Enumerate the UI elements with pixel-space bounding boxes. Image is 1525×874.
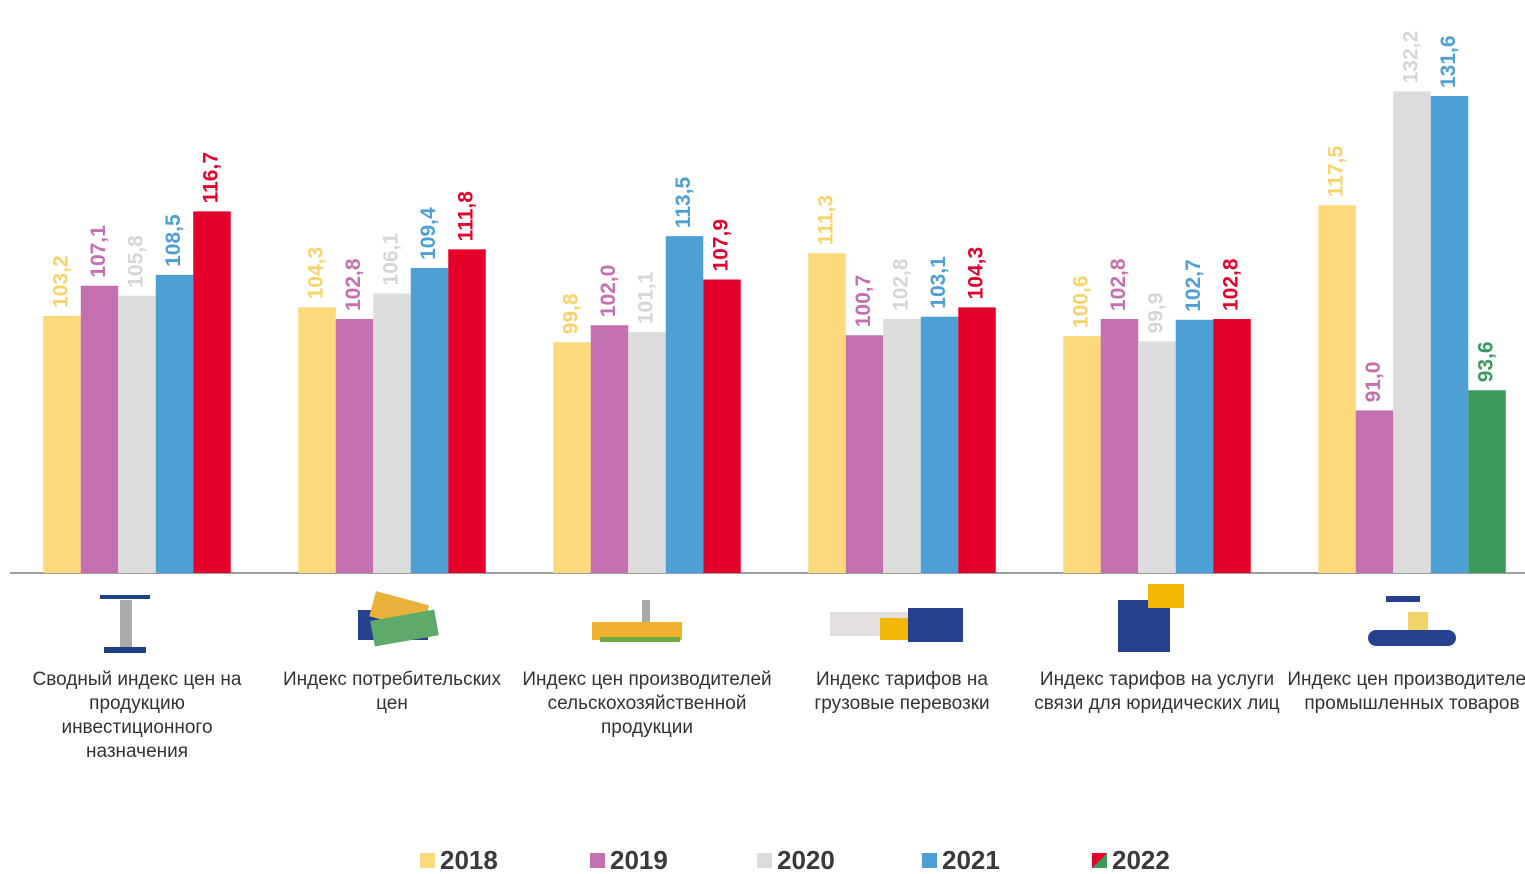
legend-swatch: [1092, 853, 1107, 868]
bar: [1468, 390, 1506, 573]
x-tick-label: Индекс цен производителей сельскохозяйст…: [522, 669, 772, 738]
legend-swatch: [590, 853, 605, 868]
x-tick-label: Индекс потребительских цен: [283, 669, 501, 714]
bar: [410, 267, 449, 573]
value-label: 107,9: [710, 219, 733, 272]
value-label: 102,8: [890, 258, 913, 311]
bar: [335, 319, 374, 573]
value-label: 107,1: [87, 225, 110, 278]
bar: [448, 249, 486, 573]
bar: [193, 211, 231, 573]
legend-item: 2020: [757, 845, 835, 874]
icon-tags: [358, 591, 439, 647]
legend-swatch: [420, 853, 435, 868]
value-label: 102,8: [342, 258, 365, 311]
bar: [703, 279, 741, 573]
bar: [118, 295, 156, 573]
value-label: 100,7: [852, 275, 875, 328]
value-label: 91,0: [1362, 362, 1385, 403]
icon-ship-truck: [830, 608, 963, 642]
legend-label: 2022: [1112, 845, 1170, 874]
bar: [628, 332, 666, 573]
bar: [590, 325, 629, 573]
bar: [155, 274, 194, 573]
legend-item: 2019: [590, 845, 668, 874]
legend-label: 2018: [440, 845, 498, 874]
bar: [43, 315, 81, 573]
value-label: 131,6: [1437, 35, 1460, 88]
bar: [1430, 96, 1469, 574]
bar: [883, 319, 921, 573]
x-tick-label: Индекс тарифов на грузовые перевозки: [814, 669, 990, 714]
value-label: 99,9: [1145, 293, 1168, 334]
value-label: 99,8: [560, 293, 583, 334]
value-label: 102,8: [1220, 258, 1243, 311]
x-tick-label: Сводный индекс цен на продукцию инвестиц…: [32, 669, 242, 762]
value-label: 132,2: [1400, 31, 1423, 84]
value-label: 116,7: [200, 152, 223, 203]
value-label: 102,0: [597, 265, 620, 318]
x-tick-label: Индекс цен производителей промышленных т…: [1287, 669, 1525, 714]
bar: [1355, 410, 1394, 573]
legend-item: 2021: [922, 845, 1000, 874]
value-label: 100,6: [1070, 275, 1093, 328]
value-label: 111,3: [815, 195, 838, 245]
x-tick-label: Индекс тарифов на услуги связи для юриди…: [1034, 669, 1280, 714]
value-label: 104,3: [965, 247, 988, 300]
bar: [80, 285, 119, 573]
value-label: 117,5: [1325, 145, 1348, 197]
bar: [845, 335, 884, 573]
legend-swatch: [922, 853, 937, 868]
value-label: 93,6: [1475, 341, 1498, 382]
bar: [1138, 341, 1176, 573]
icon-conveyor: [1368, 596, 1456, 646]
bar: [665, 236, 704, 573]
bar: [1100, 319, 1139, 573]
value-label: 103,1: [927, 256, 950, 309]
icon-crane: [100, 595, 150, 653]
bar: [1318, 205, 1356, 573]
value-label: 102,8: [1107, 258, 1130, 311]
legend-label: 2020: [777, 845, 835, 874]
bar: [1175, 319, 1214, 573]
legend-label: 2019: [610, 845, 668, 874]
bar: [1213, 319, 1251, 573]
bar: [958, 307, 996, 573]
icon-phone: [1118, 584, 1184, 652]
value-label: 111,8: [455, 191, 478, 242]
value-label: 113,5: [672, 176, 695, 228]
value-label: 102,7: [1182, 259, 1205, 312]
legend-item: 2018: [420, 845, 498, 874]
bar: [1393, 91, 1431, 573]
bar: [920, 316, 959, 573]
bar: [373, 293, 411, 573]
value-label: 104,3: [305, 247, 328, 300]
bar: [808, 253, 846, 574]
legend-swatch: [757, 853, 772, 868]
value-label: 101,1: [635, 271, 658, 324]
bar: [1063, 336, 1101, 573]
legend-label: 2021: [942, 845, 1000, 874]
value-label: 108,5: [162, 214, 185, 267]
bar: [298, 307, 336, 573]
value-label: 106,1: [380, 233, 403, 286]
value-label: 105,8: [125, 235, 148, 288]
icon-farm: [592, 600, 682, 642]
legend-item: 2022: [1092, 845, 1170, 874]
bar: [553, 342, 591, 573]
value-label: 109,4: [417, 207, 440, 260]
value-label: 103,2: [50, 255, 73, 308]
